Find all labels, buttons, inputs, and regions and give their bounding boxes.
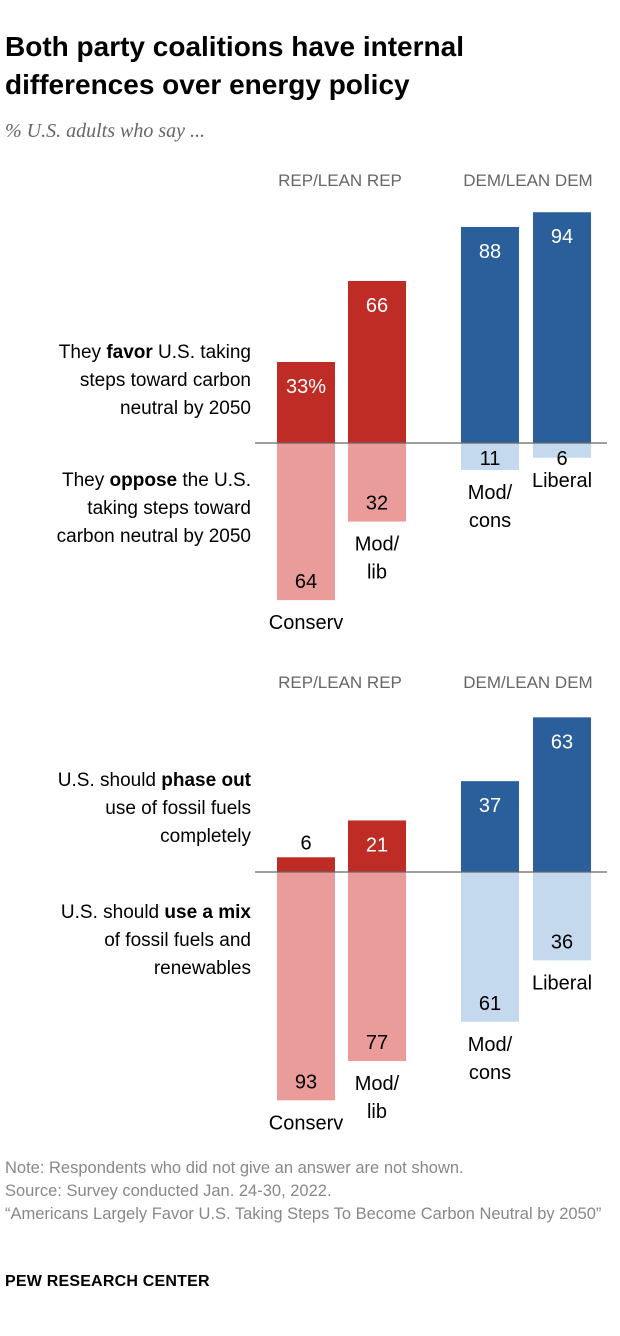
group-label-rep: REP/LEAN REP — [278, 171, 402, 190]
value-label-positive: 33% — [286, 376, 326, 398]
value-label-negative: 11 — [480, 448, 501, 470]
chart-subtitle: % U.S. adults who say ... — [5, 120, 205, 142]
category-label: cons — [469, 510, 511, 532]
bar-positive — [277, 857, 335, 872]
bar-positive — [348, 820, 406, 872]
bar-positive — [533, 212, 591, 443]
bar-negative — [461, 443, 519, 471]
category-label: Liberal — [532, 972, 592, 994]
category-label: cons — [469, 1062, 511, 1084]
group-label-rep: REP/LEAN REP — [278, 673, 402, 692]
group-label-dem: DEM/LEAN DEM — [463, 673, 592, 692]
chart-area: REP/LEAN REP DEM/LEAN DEM They favor U.S. … — [57, 171, 607, 1134]
positive-side-label: steps toward carbon — [80, 370, 251, 391]
positive-side-label: use of fossil fuels — [105, 798, 251, 819]
value-label-negative: 93 — [295, 1071, 317, 1093]
value-label-positive: 63 — [551, 731, 573, 753]
bar-negative — [277, 443, 335, 601]
bar-negative — [533, 443, 591, 458]
positive-side-label: neutral by 2050 — [120, 398, 251, 419]
value-label-negative: 32 — [366, 493, 388, 515]
bar-positive — [533, 717, 591, 872]
value-label-positive: 88 — [479, 241, 501, 263]
value-label-negative: 6 — [556, 448, 567, 470]
positive-side-label: U.S. should phase out — [58, 770, 252, 791]
category-label: Liberal — [532, 470, 592, 492]
brand-logo: PEW RESEARCH CENTER — [5, 1273, 210, 1290]
category-label: Conserv — [269, 1112, 343, 1134]
bar-negative — [277, 872, 335, 1101]
value-label-positive: 94 — [551, 226, 573, 248]
bar-negative — [461, 872, 519, 1022]
value-label-positive: 21 — [366, 834, 388, 856]
category-label: Mod/ — [468, 482, 513, 504]
bar-negative — [533, 872, 591, 961]
note-line: Note: Respondents who did not give an an… — [5, 1159, 464, 1177]
negative-side-label: renewables — [154, 958, 251, 979]
negative-side-label: carbon neutral by 2050 — [57, 526, 251, 547]
category-label: Mod/ — [355, 1073, 400, 1095]
negative-side-label: taking steps toward — [87, 498, 251, 519]
chart-title: Both party coalitions have internal diff… — [5, 31, 464, 100]
value-label-positive: 37 — [479, 795, 501, 817]
bar-positive — [348, 280, 406, 443]
negative-side-label: U.S. should use a mix — [61, 902, 252, 923]
positive-side-label: They favor U.S. taking — [59, 342, 251, 363]
notes: Note: Respondents who did not give an an… — [5, 1157, 605, 1226]
report-title: “Americans Largely Favor U.S. Taking Ste… — [5, 1205, 602, 1223]
value-label-positive: 6 — [300, 832, 311, 854]
negative-side-label: They oppose the U.S. — [62, 470, 251, 491]
source-line: Source: Survey conducted Jan. 24-30, 202… — [5, 1182, 332, 1200]
bar-positive — [461, 226, 519, 443]
category-label: lib — [367, 1101, 387, 1123]
value-label-negative: 61 — [479, 993, 501, 1015]
value-label-negative: 64 — [295, 571, 317, 593]
bar-positive — [277, 361, 335, 443]
category-label: Mod/ — [355, 534, 400, 556]
group-label-dem: DEM/LEAN DEM — [463, 171, 592, 190]
bar-negative — [348, 872, 406, 1062]
value-label-negative: 77 — [366, 1032, 388, 1054]
category-label: Conserv — [269, 612, 343, 634]
negative-side-label: of fossil fuels and — [104, 930, 251, 951]
value-label-positive: 66 — [366, 295, 388, 317]
positive-side-label: completely — [160, 826, 251, 847]
category-label: Mod/ — [468, 1034, 513, 1056]
bar-positive — [461, 781, 519, 872]
value-label-negative: 36 — [551, 931, 573, 953]
bar-negative — [348, 443, 406, 522]
category-label: lib — [367, 562, 387, 584]
